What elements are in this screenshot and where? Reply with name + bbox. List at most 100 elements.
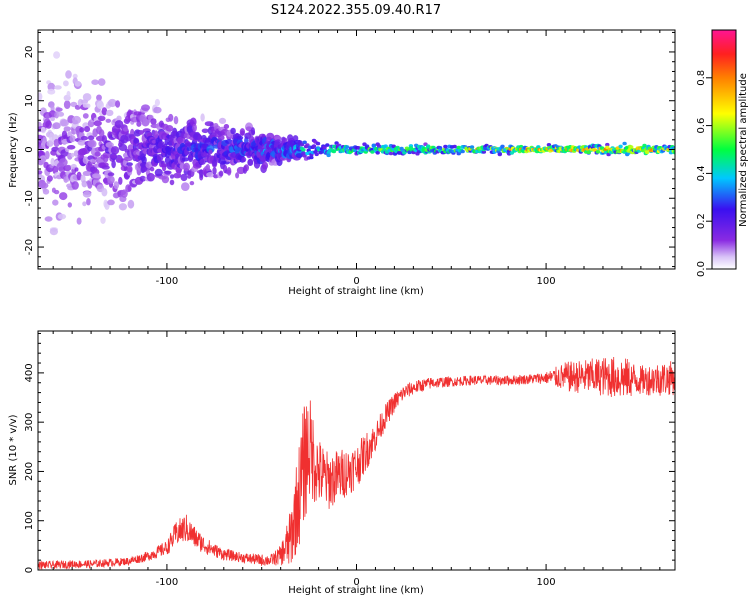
colorbar-tick-label: 0.2 xyxy=(696,213,707,229)
y-tick-label: 20 xyxy=(24,46,35,59)
spectral-blob xyxy=(115,100,121,108)
spectral-blob xyxy=(67,145,76,150)
spectral-blob xyxy=(622,141,627,146)
spectral-blob xyxy=(183,162,191,172)
spectral-blob xyxy=(201,128,209,134)
spectral-blob xyxy=(114,120,124,129)
spectral-blob xyxy=(84,126,91,133)
spectral-blob xyxy=(141,156,147,165)
spectral-blob xyxy=(165,125,174,132)
spectral-blob xyxy=(52,199,59,206)
spectral-blob xyxy=(110,146,120,155)
spectral-blob xyxy=(82,170,92,176)
y-tick-label: 10 xyxy=(24,94,35,107)
spectral-blob xyxy=(605,145,610,150)
spectral-blob xyxy=(81,180,88,188)
spectral-blob xyxy=(74,167,79,172)
spectral-blob xyxy=(345,145,350,149)
spectral-blob xyxy=(86,103,91,109)
spectral-blob xyxy=(235,172,240,179)
spectral-blob xyxy=(63,100,71,109)
spectral-blob xyxy=(139,130,144,135)
spectral-blob xyxy=(292,135,299,142)
spectral-blob xyxy=(500,144,505,149)
spectral-blob xyxy=(70,152,75,158)
spectral-blob xyxy=(212,167,217,175)
spectral-blob xyxy=(245,126,253,131)
spectral-blob xyxy=(437,146,443,150)
spectral-blob xyxy=(53,138,60,148)
spectral-blob xyxy=(226,167,232,176)
spectral-blob xyxy=(154,168,163,177)
spectral-blob xyxy=(169,174,175,179)
spectral-blob xyxy=(322,145,327,150)
spectral-blob xyxy=(86,198,91,206)
spectral-blob xyxy=(301,148,306,152)
spectral-blob xyxy=(146,172,155,182)
spectral-blob xyxy=(57,111,65,117)
spectral-blob xyxy=(225,139,234,145)
colorbar-tick-label: 0.4 xyxy=(696,165,707,181)
spectral-blob xyxy=(205,164,211,172)
spectral-blob xyxy=(110,154,117,159)
spectral-blob xyxy=(87,135,95,141)
spectral-blob xyxy=(169,179,175,186)
spectral-blob xyxy=(82,156,89,164)
spectral-blob xyxy=(96,100,104,110)
spectral-blob xyxy=(38,92,43,101)
spectral-blob xyxy=(149,166,155,172)
spectral-blob xyxy=(97,115,106,122)
spectral-blob xyxy=(208,149,213,155)
snr-series-line xyxy=(38,356,675,570)
y-tick-label: 0 xyxy=(24,146,35,152)
spectral-blob xyxy=(58,158,68,167)
spectral-blob xyxy=(206,145,215,154)
spectral-blob xyxy=(118,176,123,185)
spectral-blob xyxy=(63,80,69,87)
snr-ylabel: SNR (10 * v/v) xyxy=(8,414,19,485)
snr-xlabel: Height of straight line (km) xyxy=(288,585,424,596)
spectral-blob xyxy=(206,172,215,178)
spectral-blob xyxy=(239,128,246,136)
spectral-blob xyxy=(302,140,307,145)
spectral-blob xyxy=(331,149,337,154)
spectral-blob xyxy=(217,134,225,141)
spectral-blob xyxy=(101,107,108,116)
spectral-blob xyxy=(469,145,475,149)
spectral-blob xyxy=(94,151,101,157)
spectral-blob xyxy=(247,158,254,166)
spectral-blob xyxy=(150,118,157,125)
spectral-blob xyxy=(82,113,89,119)
x-tick-label: 100 xyxy=(537,276,556,287)
spectral-blob xyxy=(45,120,52,129)
spectral-blob xyxy=(315,141,321,146)
spectral-blob xyxy=(66,90,71,98)
spectral-blob xyxy=(126,162,133,167)
spectral-blob xyxy=(243,164,249,172)
spectral-blob xyxy=(326,153,331,158)
spectral-blob xyxy=(107,172,115,177)
spectral-blob xyxy=(139,175,146,182)
spectral-blob xyxy=(38,170,43,175)
spectral-blob xyxy=(391,144,396,149)
spectral-blob xyxy=(133,137,140,144)
spectral-blob xyxy=(126,165,133,173)
spectral-blob xyxy=(605,142,610,147)
spectral-blob xyxy=(251,127,255,135)
spectrogram-ylabel: Frequency (Hz) xyxy=(8,112,19,188)
spectral-blob xyxy=(200,113,205,122)
spectral-blob xyxy=(127,185,132,192)
spectral-blob xyxy=(89,158,98,163)
spectral-blob xyxy=(218,170,224,177)
spectral-blob xyxy=(223,124,230,129)
spectral-blob xyxy=(460,149,465,154)
spectral-blob xyxy=(99,129,105,138)
spectral-blob xyxy=(392,152,398,156)
spectral-blob xyxy=(92,173,101,179)
spectral-blob xyxy=(388,151,394,156)
spectral-blob xyxy=(69,135,76,143)
colorbar-tick-label: 0.0 xyxy=(696,261,707,277)
spectral-blob xyxy=(72,115,81,124)
spectral-blob xyxy=(40,157,46,163)
